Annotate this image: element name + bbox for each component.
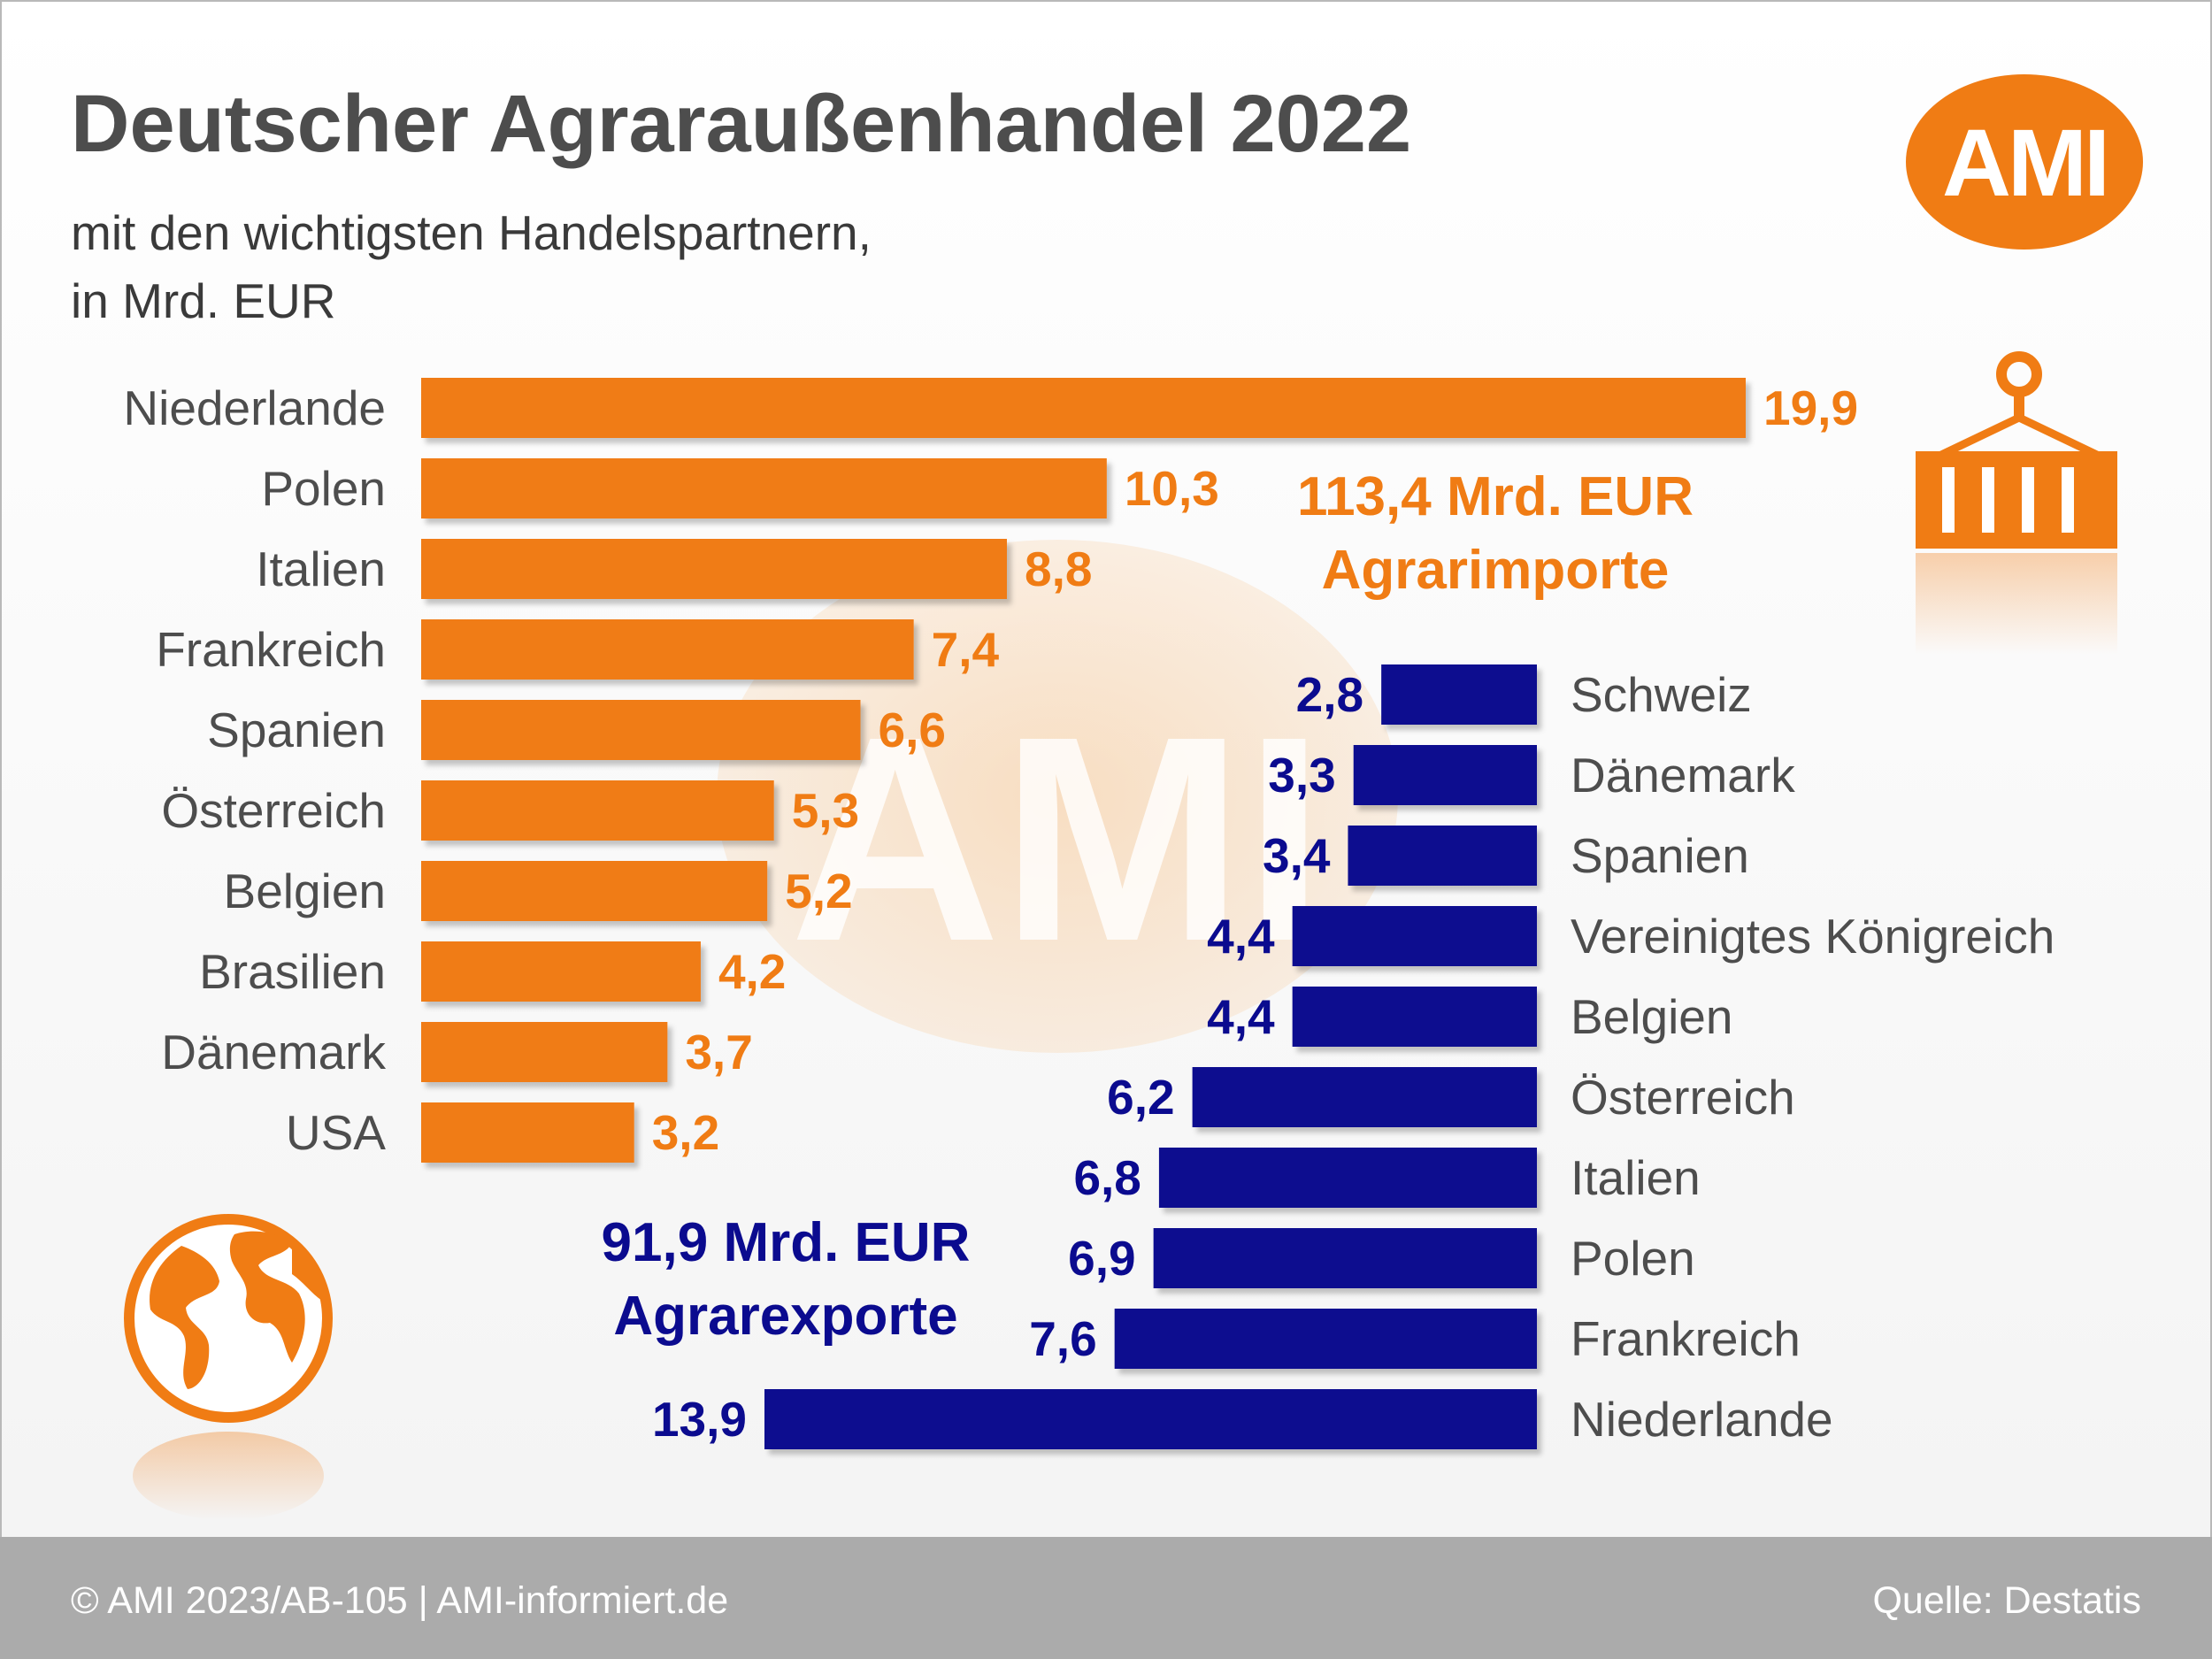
- trade-bar-chart: AMI 113,4 Mrd. EUR Agrarimporte 91,9 Mrd…: [123, 351, 2117, 1520]
- import-value-label: 6,6: [878, 703, 945, 757]
- export-value-label: 7,6: [1029, 1311, 1096, 1366]
- import-bar: [421, 700, 861, 760]
- export-bar: [1348, 826, 1537, 886]
- watermark-logo: AMI: [717, 540, 1398, 1053]
- export-value-label: 6,8: [1073, 1150, 1141, 1205]
- subtitle-line: mit den wichtigsten Handelspartnern,: [71, 205, 872, 260]
- footer-copyright: © AMI 2023/AB-105 | AMI-informiert.de: [71, 1579, 729, 1622]
- footer-source: Quelle: Destatis: [1872, 1579, 2141, 1622]
- export-bar: [1292, 906, 1537, 966]
- import-bar: [421, 458, 1107, 518]
- export-bar: [1114, 1309, 1537, 1369]
- import-value-label: 10,3: [1125, 461, 1219, 516]
- imports-bars: Niederlande 19,9 Polen 10,3 Italien 8,8 Frankr…: [123, 378, 1858, 1163]
- export-category-label: Dänemark: [1571, 748, 1795, 803]
- import-bar: [421, 861, 768, 921]
- export-value-label: 6,2: [1107, 1070, 1174, 1125]
- import-value-label: 3,2: [652, 1105, 719, 1160]
- imports-total-caption: Agrarimporte: [1322, 540, 1670, 601]
- import-category-label: Brasilien: [199, 944, 386, 999]
- import-value-label: 3,7: [685, 1025, 752, 1079]
- import-value-label: 8,8: [1025, 541, 1092, 596]
- exports-bars: 2,8 Schweiz 3,3 Dänemark 3,4 Spanien 4,4 Verein…: [652, 664, 2055, 1449]
- import-value-label: 19,9: [1763, 380, 1858, 435]
- export-value-label: 4,4: [1207, 989, 1275, 1044]
- import-bar: [421, 1022, 668, 1082]
- import-category-label: Dänemark: [161, 1025, 386, 1079]
- import-value-label: 7,4: [932, 622, 1000, 677]
- export-category-label: Frankreich: [1571, 1311, 1801, 1366]
- export-bar: [1353, 745, 1537, 805]
- import-bar: [421, 378, 1746, 438]
- import-value-label: 5,2: [785, 864, 852, 918]
- watermark-text: AMI: [790, 675, 1325, 1002]
- export-category-label: Österreich: [1571, 1070, 1795, 1125]
- footer-bar: © AMI 2023/AB-105 | AMI-informiert.de Qu…: [0, 1537, 2212, 1659]
- import-bar: [421, 780, 774, 841]
- import-bar: [421, 1102, 634, 1163]
- import-category-label: Österreich: [161, 783, 386, 838]
- export-category-label: Vereinigtes Königreich: [1571, 909, 2055, 964]
- export-value-label: 3,3: [1268, 748, 1335, 803]
- export-category-label: Italien: [1571, 1150, 1701, 1205]
- shipping-container-icon: [1916, 351, 2117, 655]
- import-category-label: Frankreich: [156, 622, 386, 677]
- import-category-label: Italien: [256, 541, 386, 596]
- subtitle-line: in Mrd. EUR: [71, 273, 336, 328]
- export-value-label: 6,9: [1068, 1231, 1135, 1286]
- exports-total-amount: 91,9 Mrd. EUR: [602, 1212, 971, 1273]
- export-bar: [1292, 987, 1537, 1047]
- export-bar: [1381, 664, 1537, 725]
- imports-total-label: 113,4 Mrd. EUR Agrarimporte: [1297, 466, 1694, 601]
- export-value-label: 2,8: [1296, 667, 1363, 722]
- import-value-label: 4,2: [718, 944, 786, 999]
- exports-total-caption: Agrarexporte: [613, 1286, 957, 1347]
- export-bar: [1158, 1148, 1537, 1208]
- imports-total-amount: 113,4 Mrd. EUR: [1297, 466, 1694, 527]
- import-category-label: Spanien: [207, 703, 386, 757]
- export-value-label: 4,4: [1207, 909, 1275, 964]
- import-value-label: 5,3: [792, 783, 859, 838]
- ami-logo: AMI: [1906, 74, 2143, 250]
- chart-title: Deutscher Agraraußenhandel 2022: [71, 79, 1412, 169]
- export-bar: [764, 1389, 1537, 1449]
- export-value-label: 3,4: [1263, 828, 1331, 883]
- import-category-label: USA: [286, 1105, 386, 1160]
- import-bar: [421, 619, 914, 680]
- export-category-label: Belgien: [1571, 989, 1732, 1044]
- export-bar: [1153, 1228, 1537, 1288]
- exports-total-label: 91,9 Mrd. EUR Agrarexporte: [602, 1212, 971, 1347]
- export-category-label: Spanien: [1571, 828, 1749, 883]
- export-bar: [1192, 1067, 1537, 1127]
- chart-subtitle: mit den wichtigsten Handelspartnern, in …: [71, 199, 872, 335]
- export-category-label: Niederlande: [1571, 1392, 1833, 1447]
- import-bar: [421, 539, 1007, 599]
- globe-icon: [124, 1214, 333, 1520]
- import-category-label: Niederlande: [123, 380, 386, 435]
- export-category-label: Polen: [1571, 1231, 1695, 1286]
- export-value-label: 13,9: [652, 1392, 747, 1447]
- import-bar: [421, 941, 701, 1002]
- import-category-label: Polen: [261, 461, 386, 516]
- export-category-label: Schweiz: [1571, 667, 1752, 722]
- import-category-label: Belgien: [224, 864, 386, 918]
